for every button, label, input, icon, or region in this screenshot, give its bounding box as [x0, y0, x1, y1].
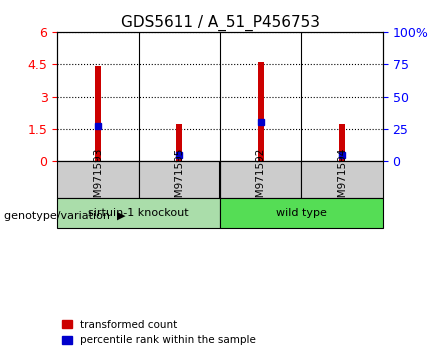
Bar	[220, 161, 301, 198]
Bar	[339, 124, 345, 161]
Bar	[301, 161, 383, 198]
Text: GSM971594: GSM971594	[337, 148, 347, 211]
Legend: transformed count, percentile rank within the sample: transformed count, percentile rank withi…	[62, 320, 256, 345]
Text: genotype/variation  ▶: genotype/variation ▶	[4, 211, 126, 221]
Bar	[176, 124, 182, 161]
Bar	[57, 198, 220, 228]
Bar	[95, 66, 101, 161]
Bar	[139, 161, 220, 198]
Text: sirtuin-1 knockout: sirtuin-1 knockout	[88, 208, 189, 218]
Bar	[258, 62, 264, 161]
Text: GSM971595: GSM971595	[174, 148, 184, 211]
Bar	[57, 161, 139, 198]
Bar	[220, 198, 383, 228]
Text: GSM971593: GSM971593	[93, 148, 103, 211]
Text: GSM971592: GSM971592	[256, 148, 266, 211]
Text: wild type: wild type	[276, 208, 327, 218]
Title: GDS5611 / A_51_P456753: GDS5611 / A_51_P456753	[121, 14, 319, 30]
